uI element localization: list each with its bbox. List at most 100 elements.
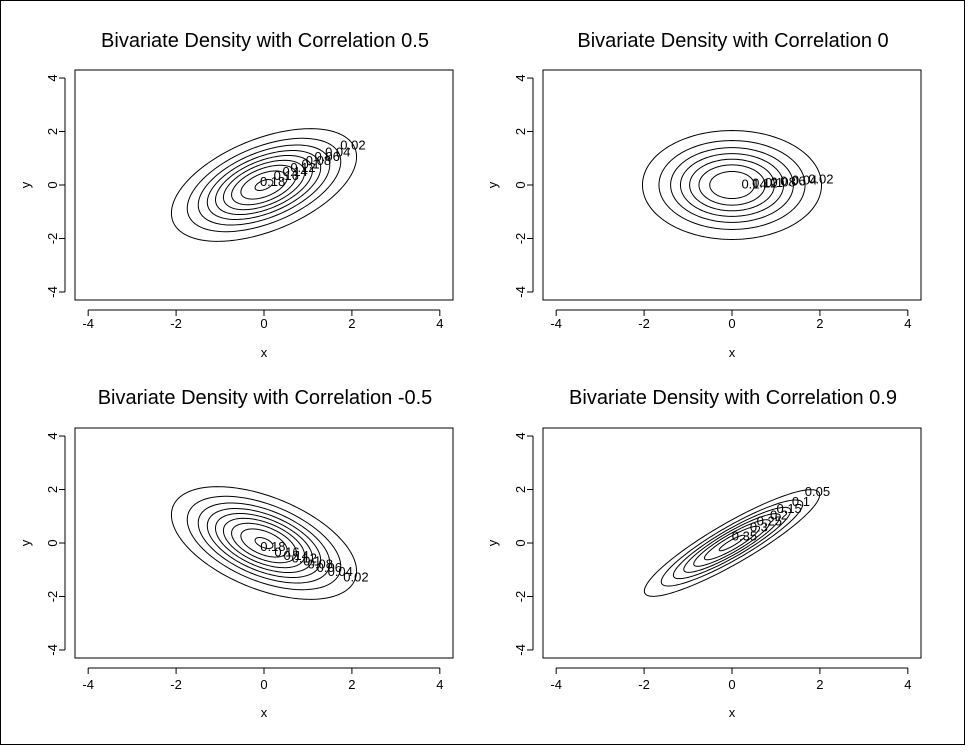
contour-level-label: 0.16	[274, 544, 299, 559]
contour-lines	[170, 128, 358, 242]
x-tick-label: -4	[82, 316, 94, 331]
y-axis-label: y	[18, 539, 33, 546]
contour-level-label: 0.06	[315, 149, 340, 164]
contour-panel-1: Bivariate Density with Correlation 0.5 -4…	[18, 30, 454, 360]
contour-level-label: 0.1	[303, 554, 321, 569]
x-axis: -4 -2 0 2 4	[550, 309, 911, 331]
contour-level-label: 0.14	[282, 164, 307, 179]
contour-line	[186, 137, 342, 233]
contour-line	[718, 534, 746, 552]
contour-level-label: 0.04	[325, 144, 350, 159]
x-tick-label: 2	[816, 316, 823, 331]
plot-box	[542, 427, 922, 659]
y-tick-label: 0	[45, 539, 60, 546]
contour-line	[698, 164, 766, 206]
contour-line	[679, 153, 785, 217]
y-axis: -4 -2 0 2 4	[513, 432, 534, 656]
contour-line	[222, 517, 306, 569]
contour-level-label: 0.05	[805, 484, 830, 499]
contour-line	[658, 140, 806, 230]
x-tick-label: 4	[436, 677, 443, 692]
contour-line	[186, 495, 342, 591]
x-tick-label: 0	[728, 677, 735, 692]
y-tick-label: -4	[45, 644, 60, 656]
plot-box	[542, 69, 922, 301]
contour-level-label: 0.2	[770, 507, 788, 522]
contour-panel-2: Bivariate Density with Correlation 0 -4 -2…	[485, 30, 922, 360]
contour-line	[215, 154, 313, 216]
contour-line	[170, 128, 358, 242]
contour-line	[670, 147, 794, 223]
x-tick-label: 0	[260, 316, 267, 331]
x-axis-label: x	[729, 345, 736, 360]
contour-level-label: 0.06	[317, 560, 342, 575]
contour-level-label: 0.02	[343, 570, 368, 585]
contour-level-label: 0.15	[776, 501, 801, 516]
x-tick-label: -2	[638, 316, 650, 331]
x-axis-label: x	[261, 705, 268, 720]
y-tick-label: -4	[513, 286, 528, 298]
contour-line	[254, 179, 274, 191]
x-tick-label: -2	[170, 677, 182, 692]
x-tick-label: 0	[728, 316, 735, 331]
contour-lines	[641, 130, 823, 240]
x-tick-label: -4	[550, 316, 562, 331]
y-tick-label: 2	[45, 128, 60, 135]
plot-box	[74, 427, 454, 659]
y-axis: -4 -2 0 2 4	[45, 432, 66, 656]
x-axis-label: x	[261, 345, 268, 360]
contour-level-label: 0.18	[260, 174, 285, 189]
panel-title: Bivariate Density with Correlation -0.5	[98, 387, 433, 409]
contour-lines	[170, 486, 358, 600]
contour-line	[206, 150, 322, 220]
contour-line	[703, 525, 761, 561]
x-axis: -4 -2 0 2 4	[82, 667, 443, 692]
x-tick-label: -4	[82, 677, 94, 692]
y-tick-label: 0	[513, 181, 528, 188]
contour-level-label: 0.18	[260, 539, 285, 554]
x-tick-label: 4	[436, 316, 443, 331]
x-tick-label: 2	[348, 316, 355, 331]
x-tick-label: 2	[816, 677, 823, 692]
contour-line	[689, 158, 775, 212]
contour-level-label: 0.02	[808, 172, 833, 187]
contour-line	[197, 502, 331, 584]
contour-line	[693, 519, 771, 567]
y-axis: -4 -2 0 2 4	[45, 74, 66, 298]
x-tick-label: 0	[260, 677, 267, 692]
contour-level-label: 0.08	[306, 153, 331, 168]
contour-level-label: 0.12	[290, 160, 315, 175]
contour-panel-3: Bivariate Density with Correlation -0.5 -…	[18, 387, 454, 720]
contour-labels: 0.050.10.150.20.250.30.35	[732, 484, 830, 543]
contour-level-label: 0.14	[741, 176, 766, 191]
contour-level-label: 0.1	[792, 494, 810, 509]
y-axis-label: y	[18, 181, 33, 188]
contour-lines	[643, 489, 821, 597]
contour-level-label: 0.02	[340, 137, 365, 152]
contour-line	[240, 170, 288, 200]
y-tick-label: 2	[45, 486, 60, 493]
contour-level-label: 0.1	[765, 175, 783, 190]
contour-level-label: 0.35	[732, 528, 757, 543]
contour-level-label: 0.3	[750, 520, 768, 535]
x-tick-label: 4	[904, 677, 911, 692]
contour-line	[643, 489, 821, 597]
contour-level-label: 0.08	[308, 557, 333, 572]
contour-line	[641, 130, 823, 240]
y-tick-label: -2	[45, 233, 60, 245]
contour-level-label: 0.04	[328, 564, 353, 579]
y-tick-label: -4	[45, 286, 60, 298]
contour-line	[206, 508, 322, 578]
contour-level-label: 0.14	[284, 548, 309, 563]
contour-line	[254, 537, 274, 549]
y-tick-label: 2	[513, 128, 528, 135]
panel-title: Bivariate Density with Correlation 0	[577, 30, 888, 52]
contour-level-label: 0.04	[792, 173, 817, 188]
y-tick-label: 0	[513, 539, 528, 546]
contour-line	[672, 506, 792, 580]
y-axis-label: y	[485, 181, 500, 188]
y-tick-label: 4	[45, 74, 60, 81]
y-axis-label: y	[485, 539, 500, 546]
contour-level-label: 0.25	[757, 513, 782, 528]
y-tick-label: 2	[513, 486, 528, 493]
